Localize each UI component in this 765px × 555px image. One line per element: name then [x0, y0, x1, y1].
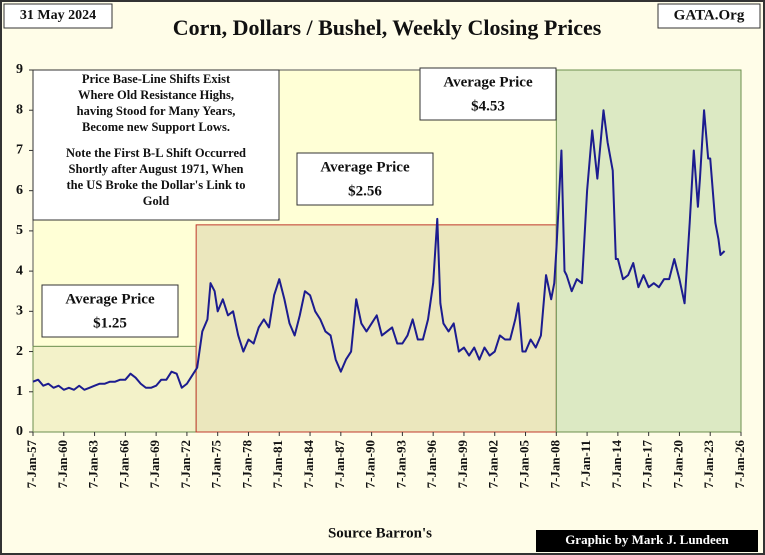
note-line: Price Base-Line Shifts Exist — [82, 72, 231, 86]
band-label-box — [41, 284, 179, 338]
y-tick-label: 4 — [16, 263, 23, 278]
note-line: Gold — [143, 194, 169, 208]
band-label: $1.25 — [93, 315, 127, 331]
note-line: Where Old Resistance Highs, — [78, 88, 234, 102]
note-box — [32, 69, 280, 221]
x-tick-label: 7-Jan-66 — [116, 440, 131, 489]
y-tick-label: 1 — [16, 384, 23, 399]
x-tick-label: 7-Jan-11 — [578, 440, 593, 488]
chart-title: Corn, Dollars / Bushel, Weekly Closing P… — [173, 15, 602, 40]
note-line: Shortly after August 1971, When — [69, 162, 244, 176]
y-tick-label: 3 — [16, 304, 23, 319]
source: Source Barron's — [328, 525, 432, 541]
note-line: Become new Support Lows. — [82, 120, 230, 134]
date-label: 31 May 2024 — [20, 8, 96, 23]
x-tick-label: 7-Jan-81 — [270, 440, 285, 488]
x-tick-label: 7-Jan-60 — [55, 440, 70, 488]
band-label: Average Price — [320, 159, 410, 175]
y-tick-label: 8 — [16, 102, 23, 117]
x-tick-label: 7-Jan-05 — [517, 440, 532, 489]
x-tick-label: 7-Jan-02 — [486, 440, 501, 488]
x-tick-label: 7-Jan-99 — [455, 440, 470, 489]
x-tick-label: 7-Jan-69 — [147, 440, 162, 489]
price-line — [32, 109, 726, 391]
y-tick-label: 0 — [16, 424, 23, 439]
x-tick-label: 7-Jan-84 — [301, 440, 316, 489]
site-label: GATA.Org — [674, 7, 745, 23]
note-line: having Stood for Many Years, — [77, 104, 236, 118]
site-box — [657, 3, 761, 29]
band-label: Average Price — [443, 74, 533, 90]
x-tick-label: 7-Jan-20 — [670, 440, 685, 488]
x-tick-label: 7-Jan-08 — [547, 440, 562, 489]
x-tick-label: 7-Jan-78 — [239, 440, 254, 489]
x-tick-label: 7-Jan-75 — [209, 440, 224, 489]
band-label-box — [296, 152, 434, 206]
credit: Graphic by Mark J. Lundeen — [565, 532, 729, 547]
x-tick-label: 7-Jan-93 — [393, 440, 408, 489]
note-line: the US Broke the Dollar's Link to — [67, 178, 246, 192]
y-tick-label: 2 — [16, 344, 23, 359]
x-tick-label: 7-Jan-90 — [363, 440, 378, 488]
base-line-band — [555, 69, 742, 433]
x-tick-label: 7-Jan-26 — [732, 440, 747, 489]
x-tick-label: 7-Jan-14 — [609, 440, 624, 489]
x-tick-label: 7-Jan-63 — [86, 440, 101, 489]
base-line-band — [32, 345, 197, 433]
band-label: Average Price — [65, 291, 155, 307]
band-label: $4.53 — [471, 98, 505, 114]
credit-box — [536, 530, 758, 552]
x-tick-label: 7-Jan-72 — [178, 440, 193, 488]
note-line: Note the First B-L Shift Occurred — [66, 146, 246, 160]
base-line-band — [195, 224, 557, 433]
y-tick-label: 5 — [16, 223, 23, 238]
x-tick-label: 7-Jan-96 — [424, 440, 439, 489]
x-tick-label: 7-Jan-87 — [332, 440, 347, 489]
band-label-box — [419, 67, 557, 121]
x-tick-label: 7-Jan-17 — [640, 440, 655, 489]
x-tick-label: 7-Jan-57 — [24, 440, 39, 489]
y-tick-label: 9 — [16, 62, 23, 77]
y-tick-label: 6 — [16, 183, 23, 198]
date-box — [3, 3, 113, 29]
x-tick-label: 7-Jan-23 — [701, 440, 716, 489]
y-tick-label: 7 — [16, 143, 23, 158]
band-label: $2.56 — [348, 183, 382, 199]
